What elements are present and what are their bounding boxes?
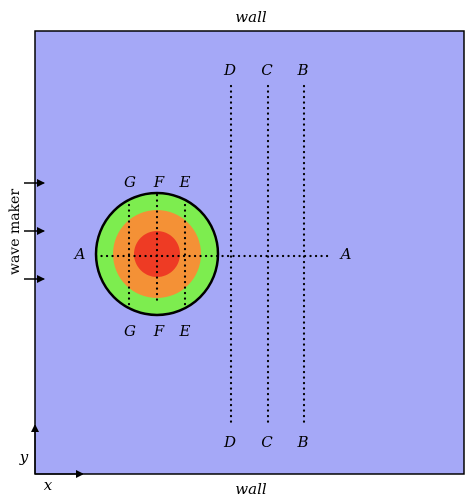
label-d-bottom: D	[223, 433, 236, 451]
label-g-bottom: G	[124, 322, 136, 340]
wall-top-label: wall	[235, 8, 267, 26]
y-axis-label: y	[19, 448, 29, 466]
wall-bottom-label: wall	[235, 480, 267, 497]
label-a-left: A	[73, 245, 86, 263]
label-f-top: F	[153, 173, 165, 191]
label-e-top: E	[179, 173, 191, 191]
label-e-bottom: E	[179, 322, 191, 340]
label-b-top: B	[296, 61, 308, 79]
label-g-top: G	[124, 173, 136, 191]
label-a-right: A	[339, 245, 352, 263]
label-f-bottom: F	[153, 322, 165, 340]
label-c-bottom: C	[261, 433, 273, 451]
label-b-bottom: B	[296, 433, 308, 451]
label-c-top: C	[261, 61, 273, 79]
label-d-top: D	[223, 61, 236, 79]
wave-maker-label: wave maker	[7, 189, 23, 275]
x-axis-label: x	[44, 476, 53, 494]
inner-core	[134, 231, 180, 277]
